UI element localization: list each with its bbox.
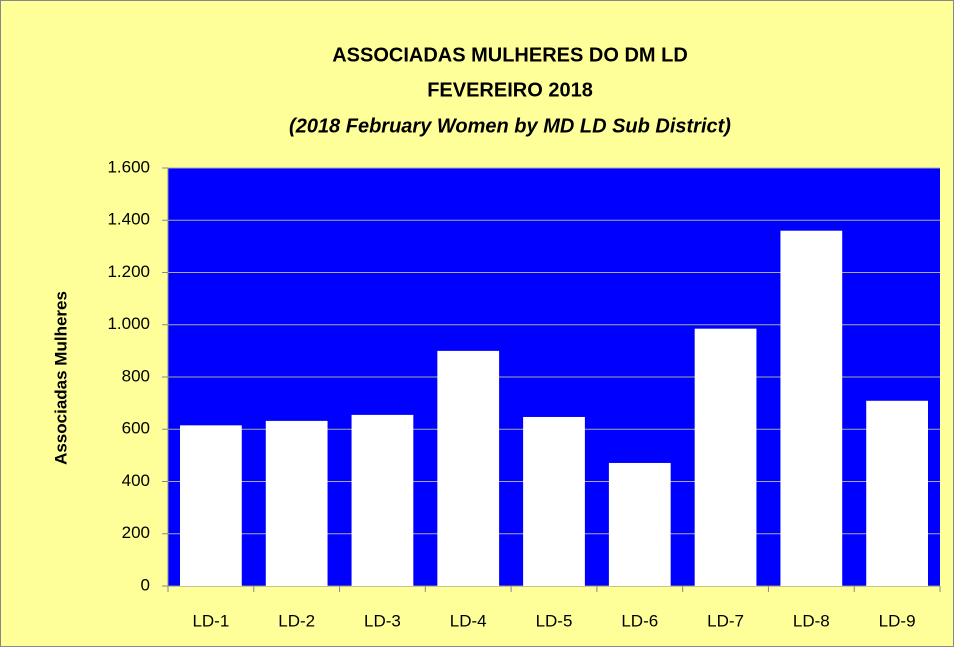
bar (694, 328, 757, 586)
y-tick-label: 200 (122, 523, 150, 542)
x-tick-label: LD-9 (879, 611, 916, 630)
y-axis-label: Associadas Mulheres (51, 291, 70, 465)
chart-subtitle: FEVEREIRO 2018 (427, 79, 593, 101)
chart-note: (2018 February Women by MD LD Sub Distri… (289, 115, 731, 137)
x-tick-label: LD-7 (707, 611, 744, 630)
y-tick-label: 1.400 (107, 210, 150, 229)
x-tick-label: LD-1 (192, 611, 229, 630)
y-tick-label: 400 (122, 471, 150, 490)
y-tick-label: 0 (141, 575, 150, 594)
bar (866, 400, 928, 586)
y-tick-label: 1.200 (107, 262, 150, 281)
x-tick-label: LD-8 (793, 611, 830, 630)
bar (437, 350, 500, 586)
x-tick-label: LD-3 (364, 611, 401, 630)
bar (351, 414, 414, 586)
bar (780, 230, 843, 586)
x-tick-label: LD-5 (536, 611, 573, 630)
bar (180, 425, 242, 586)
y-tick-label: 1.600 (107, 157, 150, 176)
x-tick-label: LD-4 (450, 611, 487, 630)
x-tick-label: LD-6 (621, 611, 658, 630)
chart-title: ASSOCIADAS MULHERES DO DM LD (332, 44, 688, 66)
bar (265, 420, 328, 586)
bar (608, 462, 671, 586)
x-tick-label: LD-2 (278, 611, 315, 630)
y-tick-label: 800 (122, 366, 150, 385)
bar (523, 416, 585, 586)
y-tick-label: 600 (122, 419, 150, 438)
y-tick-label: 1.000 (107, 314, 150, 333)
